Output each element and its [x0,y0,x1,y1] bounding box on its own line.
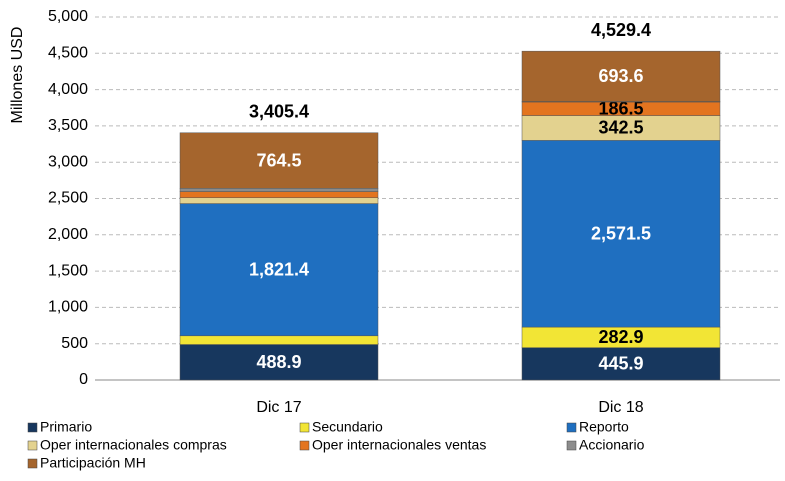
legend-swatch [566,422,577,433]
legend-label: Oper internacionales ventas [312,437,486,453]
bar-segment [179,132,379,189]
value-label: 282.9 [598,327,643,347]
total-label: 4,529.4 [591,20,651,40]
total-label: 3,405.4 [249,102,309,122]
y-tick-label: 3,000 [48,153,88,170]
y-tick-label: 2,000 [48,226,88,243]
value-label: 764.5 [256,150,301,170]
value-label: 342.5 [598,118,643,138]
bar-segment [179,197,379,204]
value-label: 2,571.5 [591,223,651,243]
legend-swatch [27,440,38,451]
value-label: 1,821.4 [249,259,309,279]
y-tick-label: 5,000 [48,8,88,25]
bar-segment [521,140,721,328]
legend-label: Participación MH [40,455,146,471]
bar-segment [179,203,379,337]
value-label: 186.5 [598,99,643,119]
legend-swatch [27,422,38,433]
y-tick-label: 3,500 [48,117,88,134]
value-label: 693.6 [598,66,643,86]
value-label: 445.9 [598,354,643,374]
bar-segment [521,50,721,102]
legend-label: Primario [40,419,92,435]
y-tick-label: 0 [79,371,88,388]
legend-label: Reporto [579,419,629,435]
legend-label: Oper internacionales compras [40,437,227,453]
legend-swatch [566,440,577,451]
legend-label: Accionario [579,437,645,453]
y-tick-label: 1,000 [48,299,88,316]
y-tick-label: 4,000 [48,81,88,98]
y-tick-label: 4,500 [48,45,88,62]
y-tick-label: 1,500 [48,262,88,279]
bar-segment [179,335,379,345]
y-tick-label: 500 [61,335,88,352]
x-tick-label: Dic 17 [256,399,301,416]
x-tick-label: Dic 18 [598,399,643,416]
y-tick-label: 2,500 [48,190,88,207]
legend-swatch [299,422,310,433]
legend-swatch [299,440,310,451]
legend-label: Secundario [312,419,383,435]
legend-swatch [27,458,38,469]
value-label: 488.9 [256,352,301,372]
y-axis-label: Millones USD [9,27,26,124]
bar-segment [179,344,379,381]
bar-segment [521,115,721,141]
bar-segment [179,188,379,192]
bar-segment [179,191,379,199]
